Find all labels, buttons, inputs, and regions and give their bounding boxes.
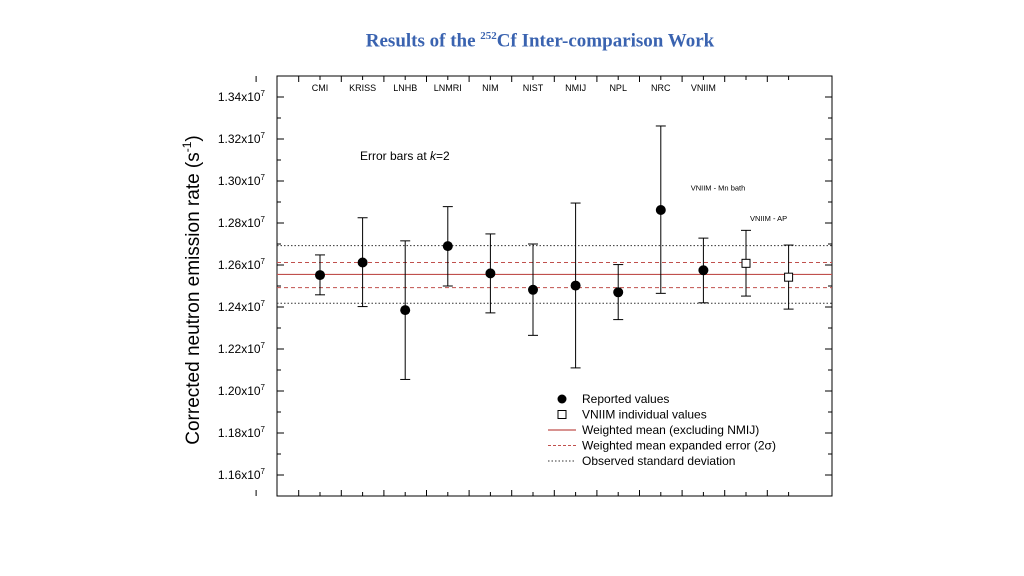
legend-label: Weighted mean (excluding NMIJ) bbox=[582, 423, 759, 437]
y-tick-label: 1.34x107 bbox=[218, 89, 266, 104]
legend-marker-individual bbox=[557, 410, 567, 419]
lab-label: LNHB bbox=[393, 83, 417, 93]
y-tick-label: 1.22x107 bbox=[218, 341, 266, 356]
individual-point bbox=[741, 258, 751, 268]
y-tick-label: 1.28x107 bbox=[218, 215, 266, 230]
slide-title-pre: Results of the bbox=[365, 30, 481, 52]
reported-point bbox=[442, 241, 453, 252]
reported-point bbox=[315, 270, 325, 281]
reported-point bbox=[400, 305, 411, 316]
lab-label: NIM bbox=[482, 83, 499, 93]
individual-label: VNIIM - Mn bath bbox=[691, 183, 746, 192]
slide-title-post: Cf Inter-comparison Work bbox=[496, 30, 715, 52]
legend-label: VNIIM individual values bbox=[582, 408, 707, 422]
individual-point bbox=[784, 272, 794, 282]
y-tick-label: 1.30x107 bbox=[218, 173, 266, 188]
lab-label: VNIIM bbox=[691, 83, 716, 93]
lab-label: KRISS bbox=[349, 83, 376, 93]
y-tick-label: 1.18x107 bbox=[218, 425, 266, 440]
slide-title: Results of the 252Cf Inter-comparison Wo… bbox=[0, 30, 1024, 52]
y-tick-label: 1.32x107 bbox=[218, 131, 266, 146]
reported-point bbox=[655, 204, 666, 215]
reported-point bbox=[698, 265, 709, 276]
legend-label: Reported values bbox=[582, 392, 669, 406]
slide-title-sup: 252 bbox=[480, 30, 497, 42]
y-tick-label: 1.26x107 bbox=[218, 257, 266, 272]
y-tick-label: 1.24x107 bbox=[218, 299, 266, 314]
reported-point bbox=[570, 280, 581, 291]
lab-label: CMI bbox=[312, 83, 329, 93]
reported-point bbox=[357, 257, 368, 268]
reported-point bbox=[613, 287, 624, 298]
individual-label: VNIIM - AP bbox=[750, 214, 787, 223]
y-axis-label: Corrected neutron emission rate (s-1) bbox=[180, 135, 204, 445]
lab-label: LNMRI bbox=[434, 83, 462, 93]
reported-point bbox=[528, 284, 538, 295]
lab-label: NPL bbox=[609, 83, 627, 93]
reported-point bbox=[485, 268, 496, 279]
y-tick-label: 1.16x107 bbox=[218, 467, 266, 482]
y-tick-label: 1.20x107 bbox=[218, 383, 266, 398]
lab-label: NMIJ bbox=[565, 83, 586, 93]
error-bars-annotation: Error bars at k=2 bbox=[360, 149, 450, 163]
lab-label: NRC bbox=[651, 83, 671, 93]
legend-label: Observed standard deviation bbox=[582, 454, 735, 468]
legend-label: Weighted mean expanded error (2σ) bbox=[582, 439, 776, 453]
legend-marker-reported bbox=[557, 394, 567, 404]
lab-label: NIST bbox=[523, 83, 544, 93]
